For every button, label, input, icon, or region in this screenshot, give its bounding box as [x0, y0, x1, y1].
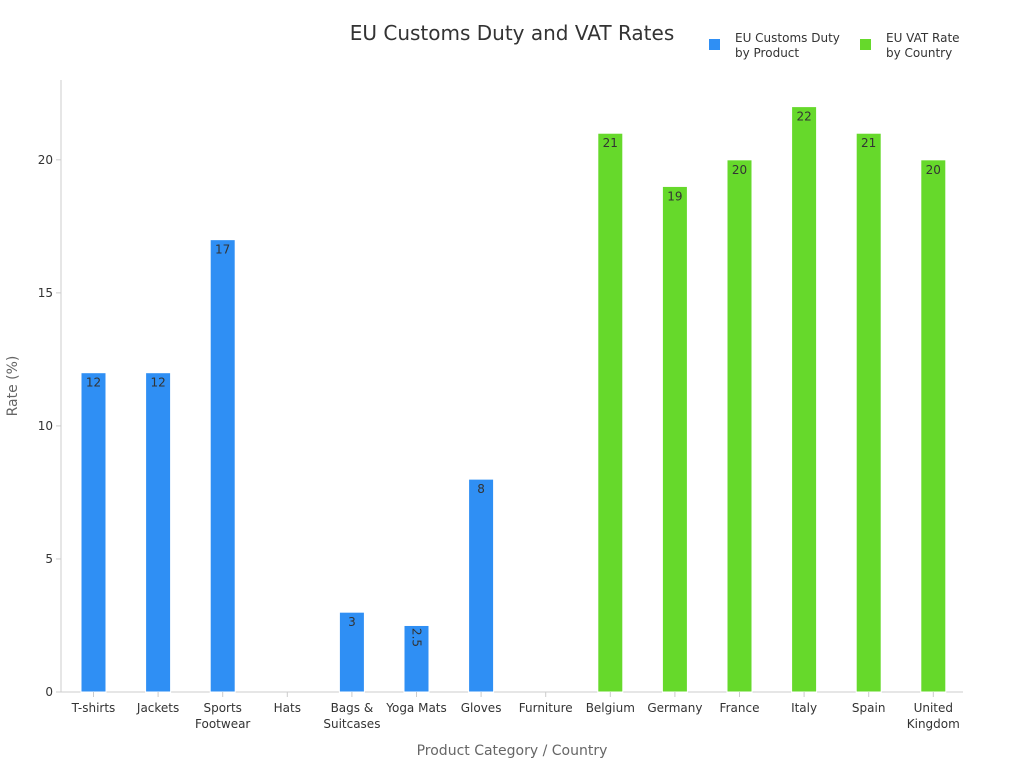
legend-swatch-vat[interactable] [860, 39, 871, 50]
bar-1-11[interactable] [791, 106, 818, 693]
legend-swatch-customs[interactable] [709, 39, 720, 50]
x-tick-label-4: Bags & Suitcases [323, 701, 380, 731]
x-tick-label-0: T-shirts [71, 701, 116, 715]
x-axis-title: Product Category / Country [417, 743, 608, 759]
legend-label-vat[interactable]: EU VAT Rate by Country [886, 31, 963, 60]
bar-label-1-13: 20 [926, 163, 941, 177]
bar-0-2[interactable] [209, 239, 236, 693]
x-tick-label-13: United Kingdom [907, 701, 960, 731]
bar-label-0-4: 3 [348, 615, 356, 629]
bar-label-0-6: 8 [477, 482, 485, 496]
chart-title: EU Customs Duty and VAT Rates [350, 21, 675, 45]
x-axis-ticks: T-shirts Jackets Sports Footwear Hats Bags & S… [71, 692, 960, 731]
x-tick-label-3: Hats [274, 701, 301, 715]
bar-label-0-1: 12 [150, 376, 165, 390]
y-axis-title: Rate (%) [5, 356, 21, 417]
x-tick-label-7: Furniture [519, 701, 573, 715]
bar-1-13[interactable] [920, 159, 947, 693]
bar-1-8[interactable] [597, 132, 624, 693]
x-tick-label-6: Gloves [461, 701, 502, 715]
x-tick-label-9: Germany [647, 701, 702, 715]
bar-0-1[interactable] [145, 372, 172, 693]
y-tick-label-1: 5 [45, 552, 53, 566]
x-tick-label-2: Sports Footwear [195, 701, 250, 731]
y-axis-ticks: 0 5 10 15 20 [38, 153, 61, 699]
y-tick-label-0: 0 [45, 685, 53, 699]
legend-label-customs[interactable]: EU Customs Duty by Product [735, 31, 844, 60]
y-tick-label-4: 20 [38, 153, 53, 167]
bar-1-10[interactable] [726, 159, 753, 693]
x-tick-label-10: France [720, 701, 760, 715]
legend: EU Customs Duty by Product EU VAT Rate b… [709, 31, 963, 60]
bar-0-0[interactable] [80, 372, 107, 693]
bar-label-1-9: 19 [667, 189, 682, 203]
bar-1-12[interactable] [855, 132, 882, 693]
bar-0-6[interactable] [468, 478, 495, 693]
x-tick-label-11: Italy [791, 701, 817, 715]
x-tick-label-12: Spain [852, 701, 886, 715]
bar-label-1-10: 20 [732, 163, 747, 177]
bar-1-9[interactable] [661, 185, 688, 693]
bar-label-0-5: 2.5 [410, 628, 424, 647]
bar-label-1-8: 21 [603, 136, 618, 150]
bar-label-1-12: 21 [861, 136, 876, 150]
bar-label-1-11: 22 [796, 110, 811, 124]
bars: 12 12 17 3 2.5 8 21 19 20 22 21 20 [80, 106, 947, 693]
bar-label-0-0: 12 [86, 376, 101, 390]
x-tick-label-1: Jackets [136, 701, 179, 715]
y-tick-label-2: 10 [38, 419, 53, 433]
y-tick-label-3: 15 [38, 286, 53, 300]
bar-0-5[interactable] [403, 624, 430, 693]
x-tick-label-8: Belgium [586, 701, 635, 715]
bar-label-0-2: 17 [215, 243, 230, 257]
x-tick-label-5: Yoga Mats [385, 701, 447, 715]
